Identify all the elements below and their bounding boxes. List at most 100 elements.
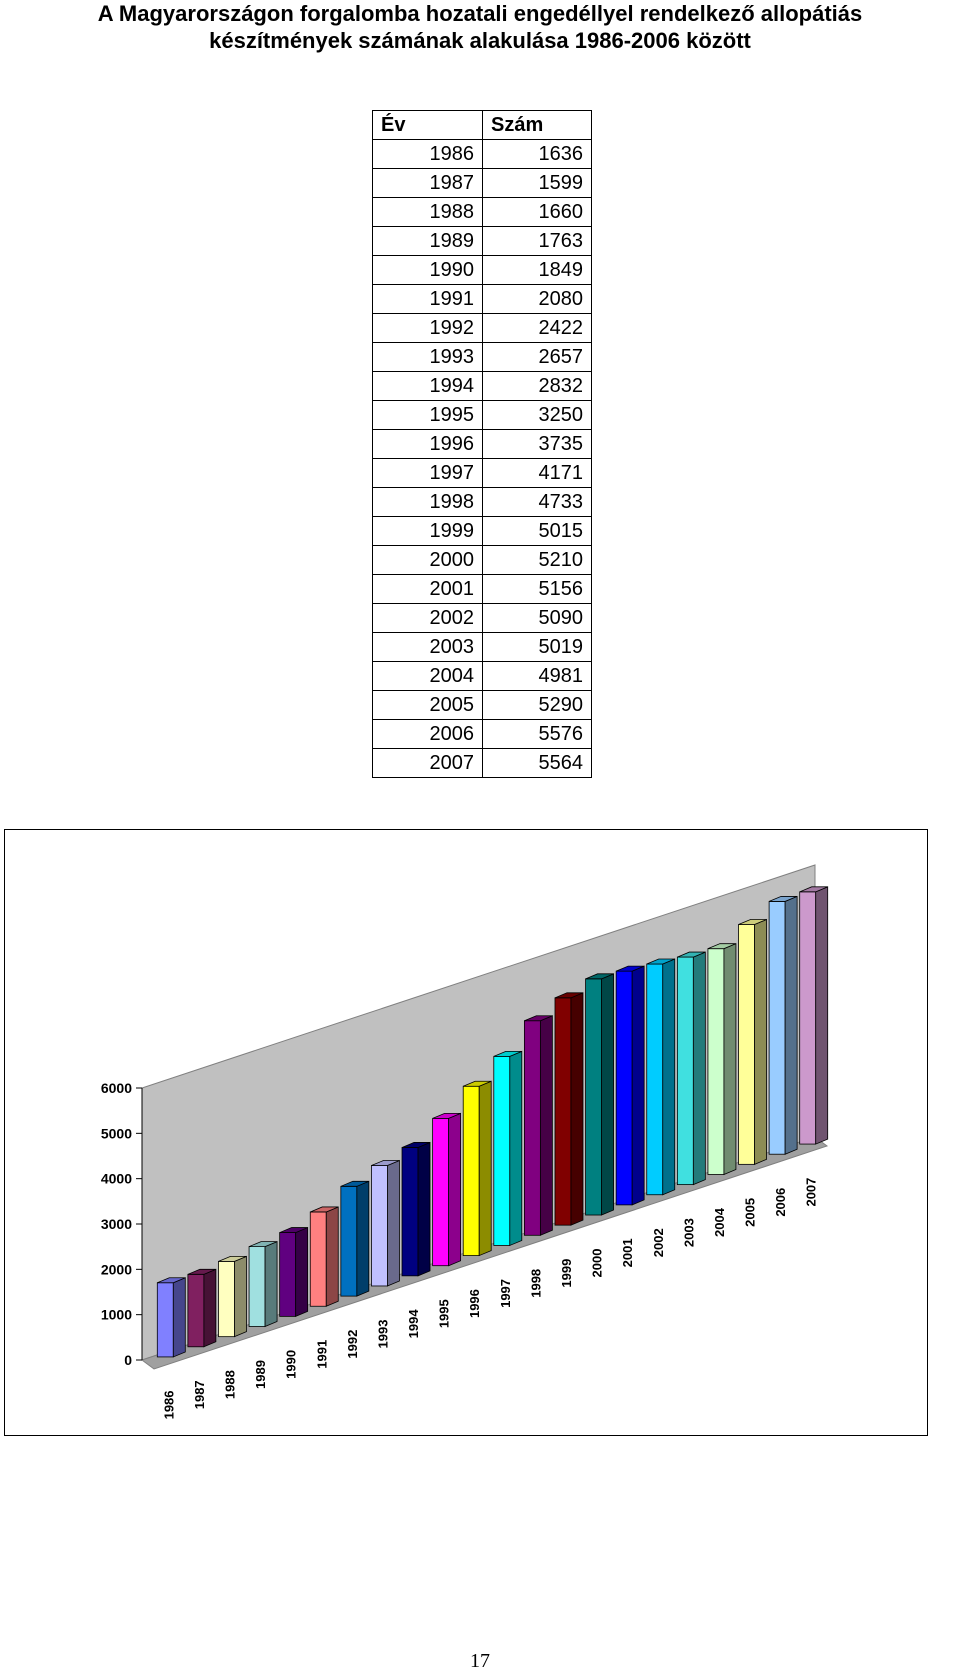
bar — [738, 924, 755, 1165]
bar — [432, 1117, 450, 1267]
bar — [646, 963, 664, 1196]
x-tick-label: 2002 — [651, 1228, 666, 1257]
bar-top — [799, 886, 828, 893]
cell-count: 3250 — [482, 400, 592, 430]
bar-side — [509, 1050, 523, 1247]
bar — [523, 1020, 541, 1236]
cell-year: 2004 — [372, 661, 483, 691]
table-row: 2002 5090 — [372, 603, 592, 633]
bar-top — [463, 1080, 492, 1087]
cell-year: 1990 — [372, 255, 483, 285]
bar — [248, 1246, 266, 1327]
bar-top — [371, 1160, 400, 1166]
title-line-2: készítmények számának alakulása 1986-200… — [209, 28, 751, 53]
cell-year: 1986 — [372, 139, 483, 169]
bar-side — [234, 1255, 247, 1338]
cell-year: 1996 — [372, 429, 483, 459]
x-tick-label: 1999 — [559, 1259, 574, 1288]
cell-year: 2005 — [372, 690, 483, 720]
cell-count: 5210 — [482, 545, 592, 575]
cell-year: 1994 — [372, 371, 483, 401]
table-row: 2007 5564 — [372, 748, 592, 778]
x-tick-label: 1988 — [222, 1370, 237, 1399]
x-tick-label: 2004 — [712, 1207, 727, 1237]
bar-top — [616, 965, 645, 972]
table-row: 1986 1636 — [372, 139, 592, 169]
bar-side — [203, 1268, 217, 1348]
bar — [493, 1055, 511, 1246]
table-row: 1995 3250 — [372, 400, 592, 430]
table-header-row: Év Szám — [372, 110, 592, 140]
cell-count: 2832 — [482, 371, 592, 401]
table-row: 1989 1763 — [372, 226, 592, 256]
cell-year: 1988 — [372, 197, 483, 227]
bar-top — [157, 1277, 186, 1284]
bar — [371, 1165, 388, 1287]
table-row: 1987 1599 — [372, 168, 592, 198]
bar-side — [601, 973, 614, 1216]
cell-count: 5015 — [482, 516, 592, 546]
cell-year: 1991 — [372, 284, 483, 314]
bar-side — [692, 951, 706, 1186]
bar-side — [723, 943, 737, 1176]
y-tick-label: 6000 — [101, 1080, 132, 1096]
x-tick-label: 1992 — [345, 1330, 360, 1359]
table-row: 1996 3735 — [372, 429, 592, 459]
cell-count: 5156 — [482, 574, 592, 604]
cell-count: 5564 — [482, 748, 592, 778]
cell-year: 1989 — [372, 226, 483, 256]
bar-top — [432, 1112, 461, 1119]
y-tick-label: 4000 — [101, 1171, 132, 1187]
y-tick-label: 3000 — [101, 1216, 132, 1232]
bar-top — [677, 951, 706, 958]
table-row: 2003 5019 — [372, 632, 592, 662]
cell-count: 5576 — [482, 719, 592, 749]
bar-side — [172, 1277, 186, 1358]
table-row: 2000 5210 — [372, 545, 592, 575]
x-tick-label: 2001 — [620, 1238, 635, 1267]
bar-top — [401, 1142, 431, 1148]
cell-year: 1992 — [372, 313, 483, 343]
table-row: 1988 1660 — [372, 197, 592, 227]
bar — [707, 948, 725, 1175]
bar-top — [585, 973, 614, 980]
bar-side — [539, 1015, 553, 1236]
x-tick-label: 1991 — [314, 1340, 329, 1369]
cell-count: 1763 — [482, 226, 592, 256]
cell-year: 1987 — [372, 168, 483, 198]
title-line-1: A Magyarországon forgalomba hozatali eng… — [97, 1, 863, 26]
x-tick-label: 1996 — [467, 1289, 482, 1318]
bar-side — [754, 918, 767, 1165]
x-tick-label: 2005 — [743, 1198, 758, 1227]
bar — [799, 891, 817, 1145]
bar-top — [738, 919, 767, 925]
bar — [218, 1261, 235, 1338]
bar-side — [356, 1180, 370, 1297]
x-tick-label: 1997 — [498, 1279, 513, 1308]
bar-side — [662, 958, 676, 1196]
chart-frame: 0 1000 2000 3000 4000 5000 6000 1986 1987 1988 198… — [4, 829, 928, 1436]
bar — [401, 1147, 419, 1277]
bar-top — [218, 1256, 247, 1262]
cell-year: 2002 — [372, 603, 483, 633]
cell-count: 4171 — [482, 458, 592, 488]
cell-count: 1599 — [482, 168, 592, 198]
cell-count: 5090 — [482, 603, 592, 633]
x-tick-label: 1986 — [161, 1390, 176, 1419]
bar — [554, 997, 572, 1226]
x-tick-label: 1994 — [406, 1309, 421, 1339]
bar-side — [448, 1112, 462, 1267]
bar — [279, 1232, 297, 1317]
chart-3d-column: 0 1000 2000 3000 4000 5000 6000 1986 1987 1988 198… — [101, 864, 829, 1419]
bar-top — [707, 943, 737, 950]
bar-side — [815, 886, 829, 1145]
bar-side — [631, 965, 645, 1206]
bar-top — [646, 958, 675, 965]
bar-top — [524, 1015, 553, 1022]
bar-top — [187, 1268, 217, 1275]
y-tick-label: 5000 — [101, 1125, 132, 1141]
bar — [676, 956, 694, 1186]
bar-side — [570, 992, 584, 1226]
table-body: 1986 1636 1987 1599 1988 1660 1989 1763 1990 1849… — [372, 139, 592, 778]
cell-count: 4981 — [482, 661, 592, 691]
